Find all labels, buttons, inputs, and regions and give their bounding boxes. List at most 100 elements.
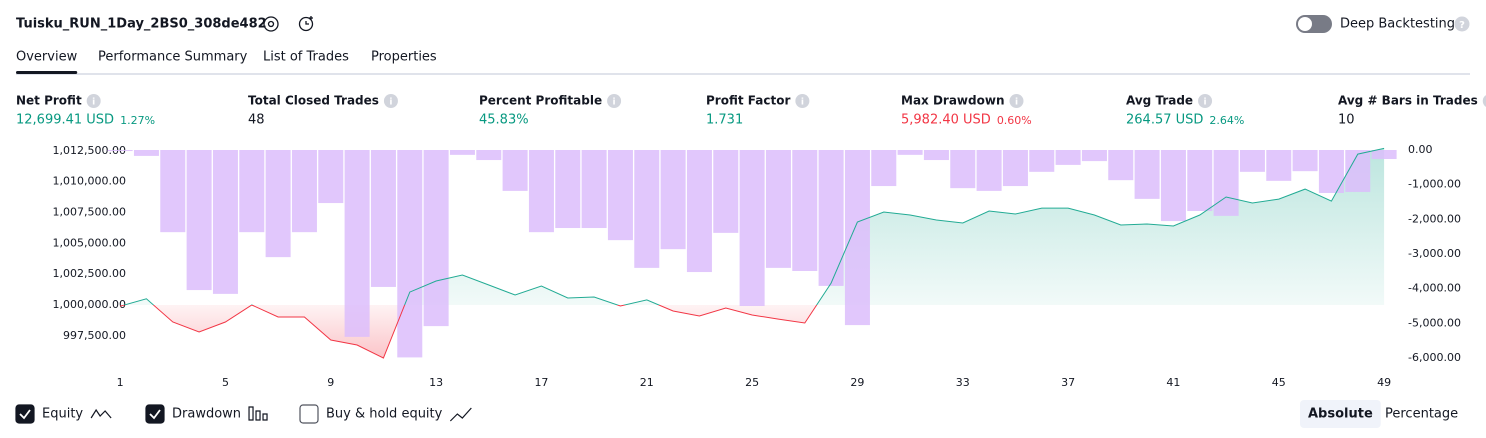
strategy-title: Tuisku_RUN_1Day_2BS0_308de482	[16, 17, 267, 32]
deep-backtesting-toggle[interactable]	[1296, 15, 1332, 33]
drawdown-bar	[1371, 150, 1397, 160]
drawdown-bar	[528, 150, 554, 233]
legend-icon	[248, 406, 268, 421]
metric-value: 10	[1338, 113, 1355, 128]
drawdown-bar	[239, 150, 265, 233]
info-icon-mark: i	[613, 98, 616, 108]
help-icon[interactable]: ?	[1454, 16, 1470, 32]
info-icon[interactable]	[1482, 94, 1486, 108]
drawdown-bar	[581, 150, 607, 229]
tab[interactable]: Overview	[16, 50, 78, 65]
x-tick-label: 13	[429, 376, 443, 389]
x-tick-label: 45	[1272, 376, 1286, 389]
metric-label: Avg # Bars in Trades	[1338, 94, 1478, 108]
y2-tick-label: -6,000.00	[1408, 351, 1461, 364]
active-tab-underline	[16, 71, 78, 74]
metric-value: 45.83%	[479, 113, 529, 128]
checkbox[interactable]	[145, 404, 165, 424]
drawdown-bar	[397, 150, 423, 358]
drawdown-bar	[423, 150, 449, 327]
drawdown-bar	[160, 150, 186, 233]
info-icon[interactable]	[1009, 94, 1024, 108]
scale-button[interactable]: Percentage	[1385, 407, 1458, 422]
drawdown-bar	[739, 150, 765, 307]
info-icon-mark: i	[389, 98, 392, 108]
drawdown-bar	[686, 150, 712, 273]
scale-button-label: Percentage	[1385, 407, 1458, 422]
x-tick-label: 49	[1377, 376, 1391, 389]
drawdown-bar	[634, 150, 660, 268]
drawdown-bar	[555, 150, 581, 229]
info-icon[interactable]	[1198, 94, 1213, 108]
drawdown-bar	[923, 150, 949, 161]
drawdown-bar	[1318, 150, 1344, 193]
metric-percent: 0.60%	[997, 114, 1032, 127]
metric-label: Profit Factor	[706, 94, 790, 108]
alert-icon[interactable]	[298, 16, 314, 32]
x-tick-label: 33	[956, 376, 970, 389]
checkmark	[19, 409, 31, 420]
metric-percent: 2.64%	[1209, 114, 1244, 127]
y2-tick-label: -2,000.00	[1408, 212, 1461, 225]
drawdown-bar	[318, 150, 344, 204]
drawdown-bar	[1134, 150, 1160, 199]
drawdown-bar	[1213, 150, 1239, 216]
scale-buttons: Absolute Percentage	[1300, 400, 1458, 428]
info-icon[interactable]	[607, 94, 622, 108]
drawdown-bar	[607, 150, 633, 241]
scale-button-bg	[1300, 400, 1381, 428]
drawdown-bar	[792, 150, 818, 272]
y2-tick-label: 0.00	[1408, 143, 1433, 156]
drawdown-bar	[897, 150, 923, 155]
drawdown-bar	[1002, 150, 1028, 187]
tab[interactable]: Properties	[371, 50, 437, 65]
y-tick-label: 1,012,500.00	[53, 144, 126, 157]
tab[interactable]: List of Trades	[263, 50, 349, 65]
legend-label: Buy & hold equity	[326, 407, 443, 422]
tabs: Overview Performance Summary List of Trade…	[16, 50, 437, 74]
x-tick-label: 29	[850, 376, 864, 389]
drawdown-bar	[1292, 150, 1318, 172]
x-tick-label: 21	[640, 376, 654, 389]
drawdown-bar	[1345, 150, 1371, 192]
checkbox[interactable]	[299, 404, 319, 424]
info-icon-mark: i	[1015, 98, 1018, 108]
drawdown-bar	[1029, 150, 1055, 172]
x-tick-label: 41	[1166, 376, 1180, 389]
x-tick-label: 9	[327, 376, 334, 389]
metric-percent: 1.27%	[120, 114, 155, 127]
y-tick-label: 1,005,000.00	[53, 236, 126, 249]
drawdown-bar	[1187, 150, 1213, 212]
y-tick-label: 1,007,500.00	[53, 206, 126, 219]
checkbox[interactable]	[15, 404, 35, 424]
drawdown-bar	[818, 150, 844, 286]
settings-icon[interactable]	[263, 16, 279, 32]
drawdown-bar	[660, 150, 686, 250]
info-icon[interactable]	[86, 94, 101, 108]
tab[interactable]: Performance Summary	[98, 50, 248, 65]
drawdown-bar	[844, 150, 870, 326]
chart: 1,012,500.00 1,010,000.00 1,007,500.00 1,00…	[53, 143, 1461, 389]
metric-value: 12,699.41 USD	[16, 113, 114, 128]
legend-label: Drawdown	[172, 407, 241, 422]
info-icon[interactable]	[383, 94, 398, 108]
x-tick-label: 17	[534, 376, 548, 389]
y2-tick-label: -3,000.00	[1408, 247, 1461, 260]
info-icon-mark: i	[1204, 98, 1207, 108]
drawdown-bar	[1055, 150, 1081, 165]
x-tick-label: 25	[745, 376, 759, 389]
scale-button[interactable]: Absolute	[1300, 400, 1381, 428]
drawdown-bar	[713, 150, 739, 233]
y2-tick-label: -1,000.00	[1408, 178, 1461, 191]
y-tick-label: 1,000,000.00	[53, 298, 126, 311]
equity-area	[120, 148, 1385, 358]
legend-label: Equity	[42, 407, 83, 422]
y2-tick-label: -5,000.00	[1408, 316, 1461, 329]
info-icon[interactable]	[795, 94, 810, 108]
equity-line	[119, 147, 1385, 359]
drawdown-bar	[212, 150, 238, 294]
metric-value: 48	[248, 113, 265, 128]
drawdown-bar	[765, 150, 791, 268]
drawdown-bar	[133, 150, 159, 156]
drawdown-bar	[950, 150, 976, 189]
